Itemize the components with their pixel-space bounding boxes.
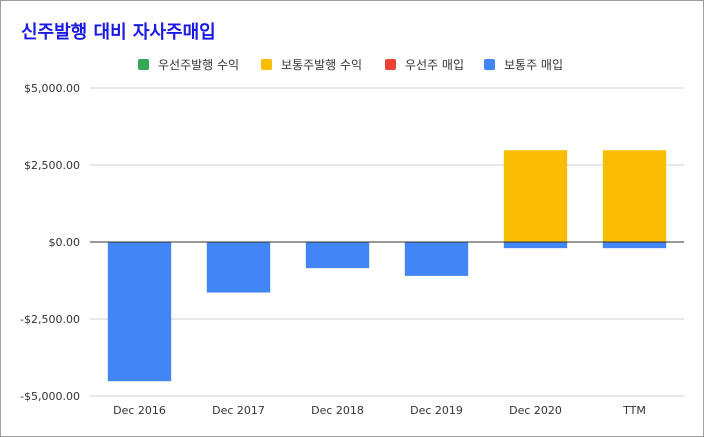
chart-legend: 우선주발행 수익 보통주발행 수익 우선주 매입 보통주 매입 [0, 54, 704, 74]
x-tick-label: Dec 2020 [509, 404, 562, 417]
x-tick-label: Dec 2017 [212, 404, 265, 417]
bar-s1-5 [602, 150, 667, 242]
x-tick-label: Dec 2018 [311, 404, 364, 417]
bar-s3-1 [206, 242, 271, 293]
x-tick-label: Dec 2019 [410, 404, 463, 417]
x-tick-label: Dec 2016 [113, 404, 166, 417]
legend-item-preferred-buyback[interactable]: 우선주 매입 [385, 54, 464, 74]
bar-s3-5 [602, 242, 667, 249]
bar-s3-3 [404, 242, 469, 276]
chart-title: 신주발행 대비 자사주매입 [21, 22, 216, 43]
legend-swatch-preferred-issuance [138, 58, 149, 70]
y-tick-label: $5,000.00 [24, 82, 80, 95]
legend-item-common-buyback[interactable]: 보통주 매입 [484, 54, 563, 74]
legend-swatch-common-buyback [484, 58, 495, 70]
bar-s3-2 [305, 242, 370, 269]
y-tick-label: $0.00 [49, 236, 81, 249]
legend-item-preferred-issuance[interactable]: 우선주발행 수익 [138, 54, 239, 74]
legend-item-common-issuance[interactable]: 보통주발행 수익 [261, 54, 362, 74]
y-tick-label: -$2,500.00 [20, 313, 80, 326]
bar-s3-0 [107, 242, 172, 382]
legend-swatch-common-issuance [261, 58, 272, 70]
legend-label-common-issuance: 보통주발행 수익 [281, 57, 363, 72]
bar-s3-4 [503, 242, 568, 249]
y-tick-label: -$5,000.00 [20, 390, 80, 403]
y-tick-label: $2,500.00 [24, 159, 80, 172]
legend-swatch-preferred-buyback [385, 58, 396, 70]
legend-label-common-buyback: 보통주 매입 [504, 57, 564, 72]
bar-s1-4 [503, 150, 568, 242]
legend-label-preferred-buyback: 우선주 매입 [405, 57, 465, 72]
legend-label-preferred-issuance: 우선주발행 수익 [158, 57, 240, 72]
x-tick-label: TTM [622, 404, 646, 417]
